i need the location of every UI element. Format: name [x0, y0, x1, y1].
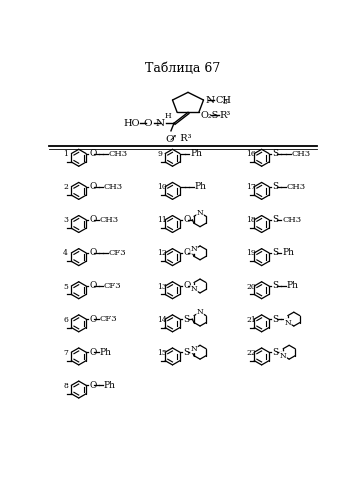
Text: N: N	[280, 352, 286, 360]
Text: R³: R³	[220, 111, 231, 120]
Text: O: O	[90, 314, 97, 324]
Text: S: S	[272, 348, 278, 356]
Text: S: S	[272, 182, 278, 191]
Text: 9: 9	[157, 150, 162, 158]
Text: CF3: CF3	[109, 249, 126, 257]
Text: O: O	[90, 381, 97, 390]
Text: S: S	[272, 216, 278, 224]
Text: Ph: Ph	[190, 149, 202, 158]
Text: HO: HO	[124, 118, 140, 128]
Text: 11: 11	[157, 216, 167, 224]
Text: N: N	[205, 96, 214, 104]
Text: O: O	[90, 149, 97, 158]
Text: N: N	[191, 345, 197, 353]
Text: O: O	[90, 216, 97, 224]
Text: 10: 10	[157, 183, 167, 191]
Text: ↗ R³: ↗ R³	[169, 134, 191, 143]
Text: O: O	[183, 216, 191, 224]
Text: H: H	[165, 112, 171, 120]
Text: 3: 3	[222, 98, 227, 106]
Text: N: N	[197, 308, 203, 316]
Text: 2: 2	[63, 183, 68, 191]
Text: S: S	[272, 282, 278, 290]
Text: CF3: CF3	[99, 315, 117, 323]
Text: 13: 13	[157, 282, 167, 290]
Text: O: O	[183, 248, 191, 258]
Text: O: O	[90, 182, 97, 191]
Text: Ph: Ph	[287, 282, 299, 290]
Text: S: S	[183, 314, 190, 324]
Text: CH3: CH3	[282, 216, 301, 224]
Text: 22: 22	[246, 349, 256, 357]
Text: Ph: Ph	[99, 348, 111, 356]
Text: CH: CH	[215, 96, 231, 104]
Text: CH3: CH3	[291, 150, 311, 158]
Text: 21: 21	[246, 316, 256, 324]
Text: O: O	[90, 348, 97, 356]
Text: N: N	[285, 318, 291, 326]
Text: 12: 12	[157, 250, 167, 258]
Text: 16: 16	[246, 150, 256, 158]
Text: S: S	[272, 314, 278, 324]
Text: 18: 18	[246, 216, 256, 224]
Text: 5: 5	[63, 282, 68, 290]
Text: 7: 7	[63, 349, 68, 357]
Text: 19: 19	[246, 250, 256, 258]
Text: O: O	[165, 136, 174, 144]
Text: S: S	[272, 149, 278, 158]
Text: CH3: CH3	[104, 182, 123, 190]
Text: 20: 20	[246, 282, 256, 290]
Text: CH3: CH3	[287, 182, 306, 190]
Text: O: O	[183, 282, 191, 290]
Text: 17: 17	[246, 183, 256, 191]
Text: 3: 3	[63, 216, 68, 224]
Text: Ph: Ph	[195, 182, 207, 191]
Text: Таблица 67: Таблица 67	[145, 62, 220, 76]
Text: 15: 15	[157, 349, 167, 357]
Text: N: N	[197, 209, 203, 217]
Text: Ph: Ph	[104, 381, 116, 390]
Text: 14: 14	[157, 316, 167, 324]
Text: 6: 6	[63, 316, 68, 324]
Text: 4: 4	[63, 250, 68, 258]
Text: O: O	[90, 282, 97, 290]
Text: O: O	[90, 248, 97, 258]
Text: N: N	[191, 246, 197, 254]
Text: CF3: CF3	[104, 282, 121, 290]
Text: O: O	[144, 118, 152, 128]
Text: 8: 8	[63, 382, 68, 390]
Text: S: S	[183, 348, 190, 356]
Text: N: N	[156, 118, 165, 128]
Text: CH3: CH3	[109, 150, 128, 158]
Text: 1: 1	[63, 150, 68, 158]
Text: Ph: Ph	[282, 248, 294, 258]
Text: O₂S: O₂S	[200, 111, 219, 120]
Text: CH3: CH3	[99, 216, 119, 224]
Text: S: S	[272, 248, 278, 258]
Text: N: N	[191, 286, 197, 294]
